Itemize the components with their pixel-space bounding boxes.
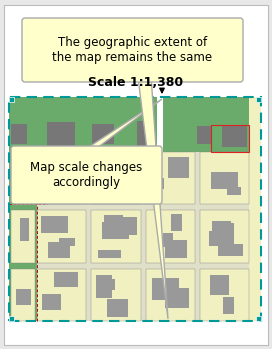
Bar [108,186,118,198]
Bar [209,231,222,246]
Bar [64,185,78,196]
Bar [111,217,137,235]
Bar [104,215,123,237]
Bar [168,157,189,178]
Text: Map scale changes
accordingly: Map scale changes accordingly [30,161,143,189]
Bar [165,240,187,258]
Bar [102,222,129,239]
Bar [37,152,86,204]
Bar [218,244,243,256]
Bar [96,279,115,290]
Bar [197,126,211,144]
Bar [163,233,174,247]
Bar [91,269,141,321]
Bar [37,210,86,263]
Bar [11,124,27,144]
Bar [99,166,121,189]
Bar [57,168,82,188]
Bar [216,223,234,245]
Bar [146,210,195,263]
Bar [153,178,164,189]
Bar [223,297,234,314]
Polygon shape [86,99,162,149]
Bar [54,272,78,287]
Bar [41,216,68,233]
Bar [227,187,241,195]
Bar [9,97,261,321]
Bar [96,275,112,298]
Bar [152,278,179,300]
Bar [200,269,249,321]
Bar [9,97,261,321]
Bar [37,269,86,321]
Polygon shape [138,79,168,319]
Bar [107,299,128,317]
Bar [210,275,229,295]
Bar [171,214,182,231]
Bar [256,316,261,321]
Bar [47,122,75,147]
Bar [20,218,29,241]
Bar [42,294,61,310]
Bar [98,250,121,258]
Bar [9,316,14,321]
Bar [91,210,141,263]
Text: Scale 1:1,380: Scale 1:1,380 [88,76,184,89]
Bar [137,121,155,149]
Bar [48,242,70,258]
Text: The geographic extent of
the map remains the same: The geographic extent of the map remains… [52,36,212,64]
Bar [165,288,189,308]
Bar [256,97,261,102]
Bar [58,238,75,246]
Bar [92,124,114,144]
Bar [200,210,249,263]
Bar [11,210,35,263]
Bar [44,222,66,232]
Bar [9,97,37,321]
Bar [11,269,35,321]
Bar [146,269,195,321]
FancyBboxPatch shape [22,18,243,82]
FancyBboxPatch shape [11,146,162,204]
Bar [222,125,247,147]
Bar [211,172,238,189]
Bar [211,125,249,152]
Bar [200,152,249,204]
Bar [9,97,14,102]
Bar [112,178,132,192]
Bar [16,289,31,305]
Bar [146,152,195,204]
Bar [91,152,141,204]
Bar [249,97,261,321]
Bar [157,97,163,152]
Bar [45,175,64,191]
Bar [54,182,75,195]
Bar [212,221,231,234]
Bar [100,173,119,190]
FancyBboxPatch shape [4,5,268,345]
Bar [37,97,249,152]
